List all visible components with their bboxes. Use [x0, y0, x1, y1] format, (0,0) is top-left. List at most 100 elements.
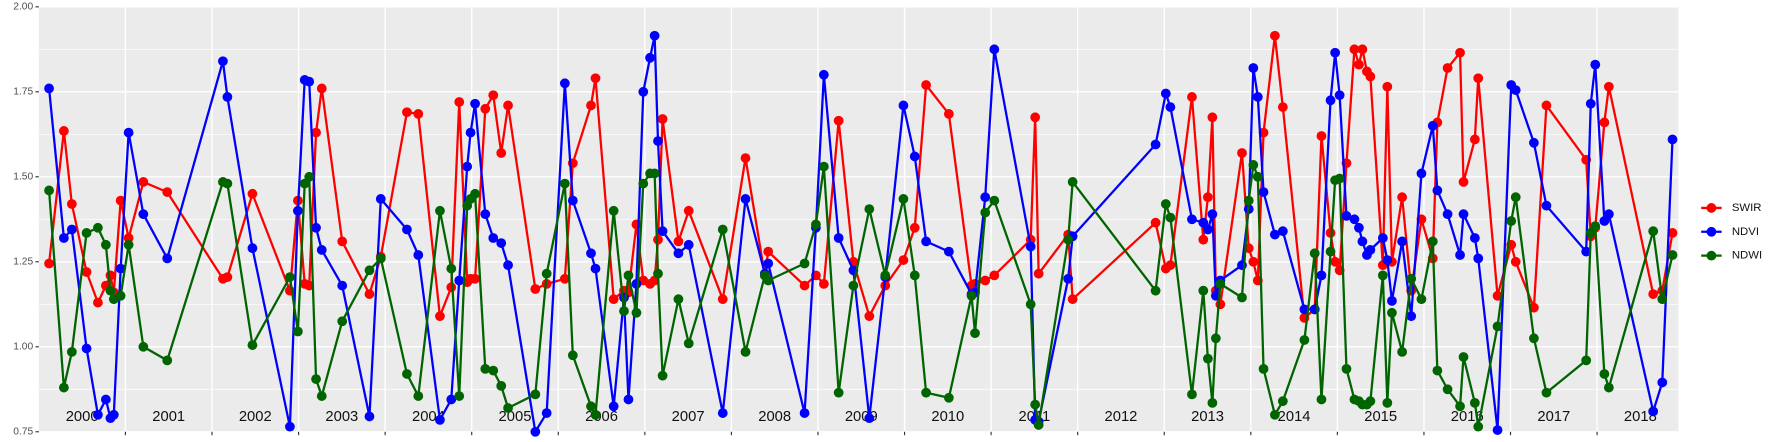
data-point — [1207, 209, 1218, 220]
data-point — [480, 363, 491, 374]
data-point — [222, 178, 233, 189]
data-point — [1455, 47, 1465, 58]
data-point — [898, 100, 909, 111]
data-point — [496, 238, 507, 248]
data-point — [1473, 253, 1484, 264]
year-label: 2013 — [1191, 409, 1224, 425]
data-point — [247, 243, 258, 254]
data-point — [1357, 236, 1368, 247]
data-point — [162, 253, 173, 264]
data-point — [402, 224, 412, 235]
data-point — [93, 222, 103, 233]
data-point — [1603, 209, 1614, 220]
data-point — [138, 177, 149, 187]
data-point — [833, 387, 844, 398]
data-point — [811, 219, 821, 230]
data-point — [1316, 131, 1327, 141]
data-point — [1252, 171, 1263, 182]
data-point — [105, 270, 116, 281]
data-point — [1309, 248, 1320, 259]
data-point — [503, 403, 513, 413]
data-point — [1648, 289, 1659, 299]
data-point — [864, 413, 875, 424]
data-point — [1506, 216, 1517, 226]
data-point — [1510, 192, 1521, 203]
data-point — [1316, 394, 1327, 405]
data-point — [1330, 47, 1341, 58]
data-point — [1427, 236, 1438, 247]
data-point — [1432, 365, 1443, 376]
data-point — [864, 204, 875, 214]
data-point — [1258, 363, 1269, 374]
data-point — [470, 98, 480, 109]
data-point — [1541, 100, 1552, 111]
data-point — [1349, 44, 1360, 55]
data-point — [364, 289, 375, 299]
data-point — [1341, 211, 1352, 221]
data-point — [1237, 148, 1247, 158]
data-point — [311, 127, 321, 138]
data-point — [1067, 177, 1078, 187]
data-point — [1657, 377, 1668, 388]
data-point — [138, 209, 149, 220]
year-label: 2012 — [1105, 409, 1138, 425]
data-point — [162, 355, 173, 366]
data-point — [590, 73, 601, 84]
data-point — [285, 421, 295, 432]
y-tick-label: 1.25 — [13, 256, 33, 267]
data-point — [316, 245, 327, 255]
data-point — [631, 279, 642, 289]
data-point — [1025, 299, 1036, 310]
data-point — [435, 414, 445, 425]
data-point — [943, 246, 954, 257]
data-point — [673, 236, 684, 247]
data-point — [1341, 363, 1352, 374]
data-point — [559, 273, 570, 284]
data-point — [638, 178, 649, 189]
data-point — [673, 248, 684, 259]
data-point — [657, 226, 668, 237]
data-point — [1382, 81, 1393, 92]
data-point — [586, 100, 596, 111]
data-point — [1202, 192, 1213, 203]
data-point — [1510, 256, 1521, 267]
data-point — [1442, 384, 1453, 395]
data-point — [898, 255, 909, 265]
data-point — [880, 270, 891, 281]
data-point — [247, 188, 258, 199]
data-point — [1243, 195, 1254, 206]
data-point — [1469, 397, 1480, 408]
data-point — [1165, 260, 1176, 271]
data-point — [1469, 233, 1480, 243]
data-point — [454, 391, 465, 401]
data-point — [44, 185, 54, 196]
data-point — [1667, 228, 1678, 238]
y-tick-label: 1.00 — [13, 341, 33, 352]
data-point — [763, 246, 774, 257]
data-point — [375, 194, 386, 204]
data-point — [717, 408, 728, 418]
data-point — [740, 153, 751, 163]
data-point — [980, 192, 991, 203]
data-point — [123, 127, 134, 138]
data-point — [590, 409, 601, 420]
data-point — [435, 205, 445, 216]
data-point — [1492, 425, 1503, 435]
data-point — [58, 233, 69, 243]
data-point — [623, 270, 634, 281]
data-point — [657, 114, 668, 124]
data-point — [1357, 44, 1368, 55]
data-point — [1416, 168, 1427, 179]
data-point — [1030, 399, 1041, 410]
data-point — [480, 209, 491, 220]
data-point — [763, 258, 774, 269]
data-point — [1150, 217, 1161, 228]
data-point — [1349, 214, 1360, 225]
data-point — [58, 382, 69, 393]
data-point — [1416, 294, 1427, 305]
data-point — [115, 290, 126, 301]
data-point — [1657, 294, 1668, 305]
data-point — [1458, 177, 1469, 187]
data-point — [638, 86, 649, 97]
